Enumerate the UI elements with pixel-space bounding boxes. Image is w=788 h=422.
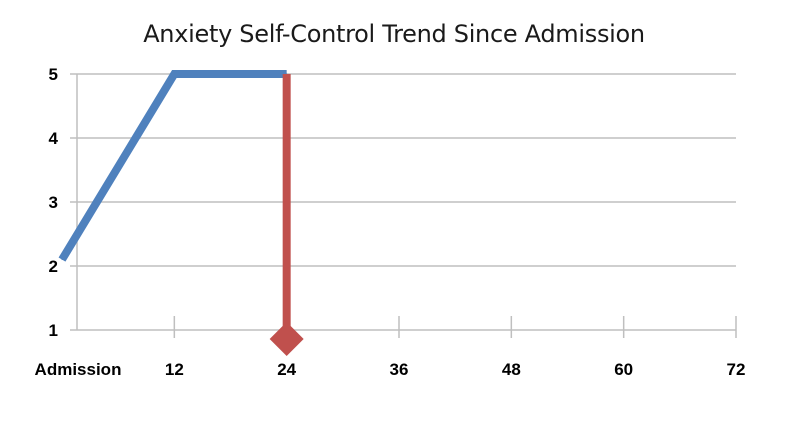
marker-layer bbox=[269, 74, 304, 356]
x-tick-label-36: 36 bbox=[390, 360, 409, 379]
grid-lines bbox=[77, 73, 736, 331]
x-tick-label-Admission: Admission bbox=[35, 360, 122, 379]
chart-title: Anxiety Self-Control Trend Since Admissi… bbox=[143, 20, 645, 48]
y-tick-label-1: 1 bbox=[49, 321, 58, 340]
y-tick-label-2: 2 bbox=[49, 257, 58, 276]
axes bbox=[70, 73, 737, 338]
series-0-point-1 bbox=[173, 73, 175, 75]
marker-diamond bbox=[269, 322, 304, 356]
series-line-0 bbox=[58, 70, 287, 262]
x-tick-label-12: 12 bbox=[165, 360, 184, 379]
y-tick-label-3: 3 bbox=[49, 193, 58, 212]
x-tick-label-72: 72 bbox=[727, 360, 746, 379]
series-lines bbox=[58, 70, 288, 262]
x-tick-label-24: 24 bbox=[277, 360, 296, 379]
series-0-point-0 bbox=[61, 259, 63, 261]
x-tick-label-48: 48 bbox=[502, 360, 521, 379]
y-tick-label-4: 4 bbox=[49, 129, 59, 148]
y-tick-label-5: 5 bbox=[49, 65, 58, 84]
x-tick-label-60: 60 bbox=[614, 360, 633, 379]
